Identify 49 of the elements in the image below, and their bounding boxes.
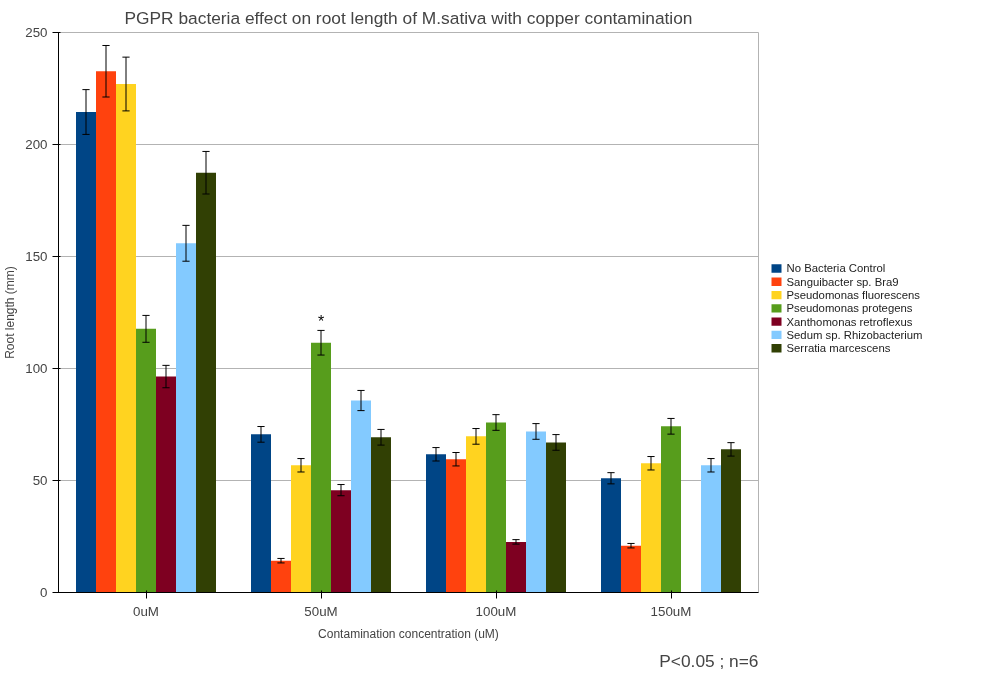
legend-label: Pseudomonas protegens [786, 302, 913, 315]
bar [116, 84, 136, 593]
bar [311, 342, 331, 593]
x-axis-title: Contamination concentration (uM) [318, 626, 499, 641]
bar [661, 426, 681, 593]
bar [331, 490, 351, 593]
bar [446, 459, 466, 593]
y-tick-label: 150 [25, 249, 48, 264]
y-tick-label: 100 [25, 361, 48, 376]
bar [721, 449, 741, 593]
bar [601, 478, 621, 593]
y-tick-label: 50 [32, 473, 48, 488]
bar [486, 422, 506, 593]
x-tick-label: 50uM [304, 603, 338, 619]
y-axis-title: Root length (mm) [3, 266, 18, 359]
bar [701, 465, 721, 593]
chart-title: PGPR bacteria effect on root length of M.sativa with copper contamination [124, 7, 693, 28]
bar [96, 71, 116, 593]
bar [641, 463, 661, 593]
bar [156, 376, 176, 593]
bar [466, 436, 486, 593]
bar [76, 112, 96, 593]
bar [351, 400, 371, 593]
bar [371, 437, 391, 593]
bar [271, 560, 291, 593]
bar [546, 442, 566, 593]
legend-label: Sanguibacter sp. Bra9 [786, 275, 899, 288]
y-tick-label: 200 [25, 137, 48, 152]
bar [196, 172, 216, 593]
bar [291, 465, 311, 593]
y-tick-label: 250 [25, 25, 48, 40]
legend-label: Xanthomonas retroflexus [786, 315, 913, 328]
x-tick-label: 0uM [133, 603, 159, 619]
legend-label: Pseudomonas fluorescens [786, 289, 921, 302]
bar [426, 454, 446, 593]
bar [526, 431, 546, 593]
legend-label: No Bacteria Control [786, 262, 886, 275]
annotation: * [317, 313, 325, 331]
bar [176, 243, 196, 593]
text: P<0.05 ; n=6 [659, 650, 759, 671]
legend-label: Serratia marcescens [786, 342, 891, 355]
bar [136, 328, 156, 593]
bar [506, 541, 526, 593]
legend-label: Sedum sp. Rhizobacterium [786, 328, 923, 341]
x-tick-label: 150uM [650, 603, 692, 619]
x-tick-label: 100uM [475, 603, 517, 619]
y-tick-label: 0 [40, 585, 48, 600]
bar [621, 545, 641, 593]
bar [251, 434, 271, 593]
